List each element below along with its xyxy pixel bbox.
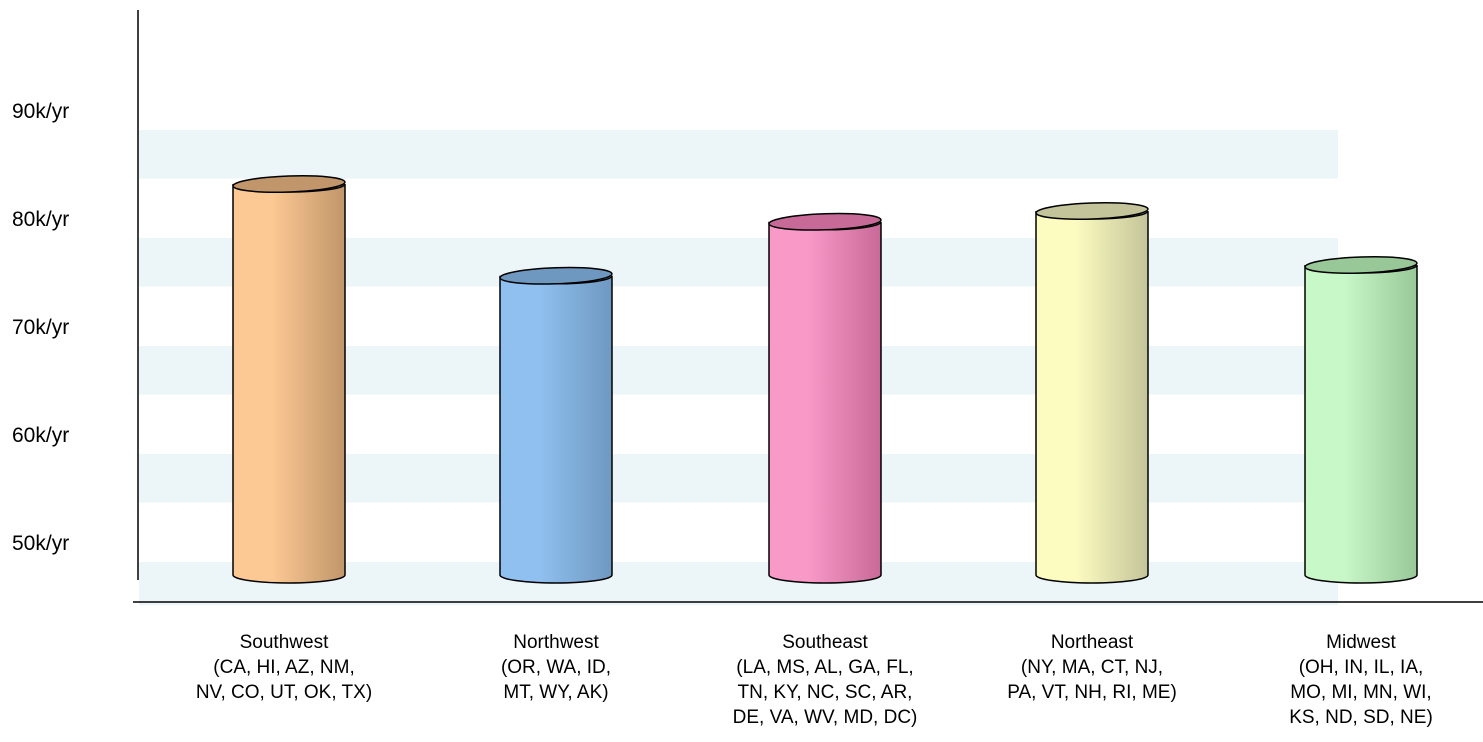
bar-southwest <box>232 175 346 584</box>
category-detail-line: PA, VT, NH, RI, ME) <box>1007 682 1177 703</box>
category-detail-line: (OR, WA, ID, <box>501 657 611 678</box>
category-detail-line: (CA, HI, AZ, NM, <box>213 657 354 678</box>
category-detail-line: DE, VA, WV, MD, DC) <box>733 707 918 728</box>
bar-northeast <box>1035 202 1149 584</box>
bar-southeast <box>768 212 882 584</box>
category-label: Midwest <box>1326 632 1396 653</box>
category-label: Southeast <box>782 632 868 653</box>
y-tick-label: 60k/yr <box>12 424 69 447</box>
bar-body <box>1035 210 1149 584</box>
grid-band <box>139 130 1338 179</box>
category-label: Southwest <box>240 632 329 653</box>
y-tick-label: 80k/yr <box>12 208 69 231</box>
category-detail-line: (NY, MA, CT, NJ, <box>1021 657 1163 678</box>
category-detail-line: MT, WY, AK) <box>503 682 608 703</box>
category-detail-line: MO, MI, MN, WI, <box>1290 682 1431 703</box>
bar-top <box>1035 202 1149 220</box>
bar-northwest <box>499 266 613 584</box>
category-label: Northwest <box>513 632 599 653</box>
bar-body <box>499 275 613 584</box>
category-detail-line: NV, CO, UT, OK, TX) <box>196 682 372 703</box>
bars <box>232 175 1418 584</box>
bar-top <box>232 175 346 193</box>
category-detail-line: (OH, IN, IL, IA, <box>1299 657 1424 678</box>
y-tick-label: 70k/yr <box>12 316 69 339</box>
category-detail-line: (LA, MS, AL, GA, FL, <box>736 657 913 678</box>
bar-body <box>768 221 882 584</box>
y-tick-label: 50k/yr <box>12 532 69 555</box>
category-detail-line: KS, ND, SD, NE) <box>1289 707 1433 728</box>
category-detail-line: TN, KY, NC, SC, AR, <box>738 682 913 703</box>
bar-top <box>768 212 882 231</box>
y-tick-label: 90k/yr <box>12 100 69 123</box>
bar-body <box>232 183 346 584</box>
bar-top <box>1304 256 1418 274</box>
bar-top <box>499 266 613 285</box>
category-label: Northeast <box>1051 632 1134 653</box>
bar-body <box>1304 264 1418 584</box>
category-labels: Southwest (CA, HI, AZ, NM, NV, CO, UT, OK,… <box>196 632 1433 728</box>
bar-midwest <box>1304 256 1418 584</box>
y-tick-labels: 50k/yr 60k/yr 70k/yr 80k/yr 90k/yr <box>12 100 69 555</box>
